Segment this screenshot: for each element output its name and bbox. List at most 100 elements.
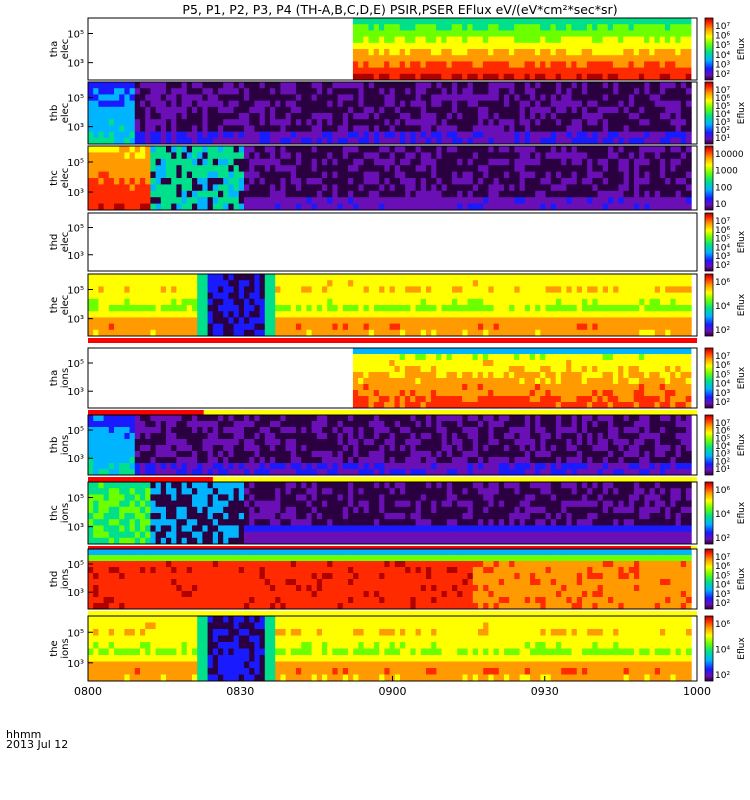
y-axis-label: thaions bbox=[49, 368, 71, 388]
state-bar bbox=[88, 410, 697, 415]
panel-frame bbox=[87, 481, 698, 545]
y-axis-label: thbions bbox=[49, 435, 71, 455]
state-bar bbox=[88, 611, 697, 616]
colorbar-label: Eflux bbox=[737, 567, 747, 590]
x-tick-label: 0930 bbox=[531, 685, 559, 698]
colorbar-label: Eflux bbox=[737, 366, 747, 389]
colorbar-tick-label: 10¹ bbox=[715, 134, 730, 144]
colorbar-tick-label: 10⁶ bbox=[715, 361, 730, 371]
y-axis-label: thcelec bbox=[49, 168, 71, 189]
x-footer-label: hhmm bbox=[6, 728, 41, 741]
colorbar-tick-label: 10⁷ bbox=[715, 22, 730, 32]
y-tick-label: 10⁵ bbox=[67, 628, 84, 639]
colorbar-tick-label: 10⁴ bbox=[715, 243, 730, 253]
colorbar-tick-label: 10⁶ bbox=[715, 427, 730, 437]
panel-frame bbox=[87, 81, 698, 145]
x-tick-label: 0830 bbox=[226, 685, 254, 698]
y-axis-label: thbelec bbox=[49, 103, 71, 124]
colorbar-tick-label: 10³ bbox=[715, 389, 730, 399]
colorbar-tick-label: 1000 bbox=[715, 167, 738, 177]
y-tick-label: 10³ bbox=[67, 454, 84, 465]
colorbar-tick-label: 10¹ bbox=[715, 465, 730, 475]
panel-spectrogram bbox=[88, 616, 692, 682]
colorbar-label: Eflux bbox=[737, 501, 747, 524]
y-tick-label: 10³ bbox=[67, 251, 84, 262]
colorbar-tick-label: 10² bbox=[715, 398, 730, 408]
colorbar-tick-label: 10³ bbox=[715, 450, 730, 460]
y-tick-label: 10³ bbox=[67, 315, 84, 326]
colorbar-tick-label: 10³ bbox=[715, 252, 730, 262]
x-tick-label: 1000 bbox=[683, 685, 711, 698]
y-tick-label: 10³ bbox=[67, 59, 84, 70]
colorbar-label: Eflux bbox=[737, 637, 747, 660]
colorbar-tick-label: 10³ bbox=[715, 590, 730, 600]
colorbar-tick-label: 10⁷ bbox=[715, 217, 730, 227]
colorbar-tick-label: 10² bbox=[715, 326, 730, 336]
colorbar-tick-label: 10⁷ bbox=[715, 553, 730, 563]
y-tick-label: 10⁵ bbox=[67, 359, 84, 370]
panel-frame bbox=[87, 273, 698, 337]
colorbar-tick-label: 10⁶ bbox=[715, 620, 730, 630]
colorbar-label: Eflux bbox=[737, 230, 747, 253]
colorbar-tick-label: 10² bbox=[715, 70, 730, 80]
colorbar-tick-label: 10000 bbox=[715, 150, 744, 160]
panel-frame bbox=[87, 548, 698, 610]
colorbar-tick-label: 10² bbox=[715, 671, 730, 681]
y-tick-label: 10³ bbox=[67, 123, 84, 134]
colorbar-tick-label: 10⁵ bbox=[715, 571, 730, 581]
colorbar-tick-label: 10² bbox=[715, 126, 730, 136]
colorbar-tick-label: 10 bbox=[715, 200, 727, 210]
figure-title: P5, P1, P2, P3, P4 (TH-A,B,C,D,E) PSIR,P… bbox=[182, 2, 617, 17]
panel-spectrogram bbox=[88, 415, 692, 476]
colorbar-tick-label: 10⁷ bbox=[715, 86, 730, 96]
colorbar-tick-label: 10⁶ bbox=[715, 562, 730, 572]
panel-frame bbox=[87, 145, 698, 211]
y-axis-label: theions bbox=[49, 638, 71, 658]
panel-spectrogram bbox=[88, 146, 692, 211]
colorbar-tick-label: 10² bbox=[715, 534, 730, 544]
colorbar-tick-label: 10⁵ bbox=[715, 102, 730, 112]
panel-frame bbox=[87, 347, 698, 409]
colorbar-label: Eflux bbox=[737, 433, 747, 456]
y-tick-label: 10⁵ bbox=[67, 560, 84, 571]
colorbar: 10000 1000 100 10 bbox=[704, 145, 744, 211]
colorbar-tick-label: 10⁶ bbox=[715, 32, 730, 42]
colorbar-tick-label: 10⁴ bbox=[715, 646, 730, 656]
y-tick-label: 10³ bbox=[67, 523, 84, 534]
colorbar-tick-label: 10⁴ bbox=[715, 110, 730, 120]
panel-frame bbox=[87, 17, 698, 81]
y-tick-label: 10⁵ bbox=[67, 224, 84, 235]
panel-spectrogram bbox=[352, 348, 692, 409]
y-tick-label: 10⁵ bbox=[67, 494, 84, 505]
panel-spectrogram bbox=[88, 549, 692, 610]
colorbar-tick-label: 10⁶ bbox=[715, 486, 730, 496]
y-tick-label: 10⁵ bbox=[67, 30, 84, 41]
colorbar-tick-label: 10⁶ bbox=[715, 278, 730, 288]
y-axis-label: thcions bbox=[49, 503, 71, 523]
colorbar: 10⁶ 10⁴ 10² Eflux bbox=[704, 615, 747, 682]
colorbar-tick-label: 10³ bbox=[715, 118, 730, 128]
colorbar-tick-label: 10⁶ bbox=[715, 226, 730, 236]
colorbar-tick-label: 10⁵ bbox=[715, 235, 730, 245]
colorbar-tick-label: 10⁷ bbox=[715, 352, 730, 362]
panels: 10⁵10³thaelec10⁷10⁶10⁵10⁴10³10²Eflux10⁵1… bbox=[49, 17, 747, 682]
panel-background bbox=[88, 213, 697, 271]
colorbar-tick-label: 100 bbox=[715, 183, 732, 193]
panel-frame bbox=[87, 414, 698, 476]
colorbar-label: Eflux bbox=[737, 293, 747, 316]
y-tick-label: 10³ bbox=[67, 387, 84, 398]
colorbar-tick-label: 10⁴ bbox=[715, 302, 730, 312]
colorbar-tick-label: 10⁴ bbox=[715, 442, 730, 452]
y-axis-label: theelec bbox=[49, 295, 71, 316]
colorbar-tick-label: 10² bbox=[715, 261, 730, 271]
